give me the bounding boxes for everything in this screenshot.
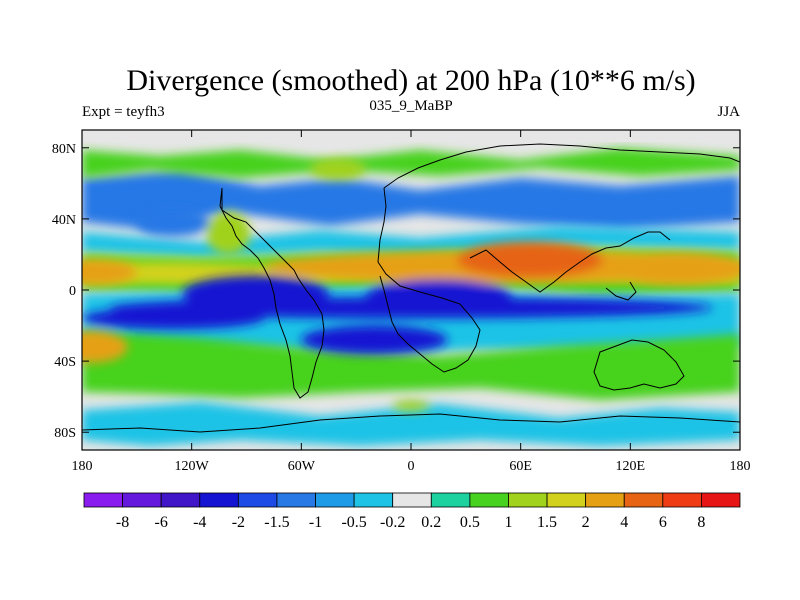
colorbar-label-3: -2 — [232, 514, 245, 531]
divergence-feature-7 — [182, 275, 329, 312]
chart-title: Divergence (smoothed) at 200 hPa (10**6 … — [126, 64, 695, 97]
coastlines — [82, 143, 740, 433]
divergence-feature-11 — [206, 211, 251, 255]
divergence-feature-3 — [602, 252, 740, 285]
coastline-americas — [219, 187, 325, 399]
subtitle-center: 035_9_MaBP — [369, 98, 452, 114]
colorbar-label-11: 1.5 — [537, 514, 557, 531]
colorbar-label-7: -0.2 — [380, 514, 405, 531]
x-tick-label-3: 0 — [408, 459, 415, 474]
y-tick-label-4: 80S — [54, 426, 76, 441]
colorbar-swatch-14 — [623, 492, 664, 508]
colorbar-swatch-8 — [392, 492, 432, 508]
x-tick-label-5: 120E — [616, 459, 646, 474]
y-axis: 80N 40N 0 40S 80S — [52, 142, 740, 441]
x-tick-label-1: 120W — [175, 459, 210, 474]
colorbar-label-4: -1.5 — [264, 514, 289, 531]
coastline-antarctica — [82, 413, 740, 433]
x-tick-label-0: 180 — [72, 459, 93, 474]
band-north-positive — [82, 148, 740, 178]
colorbar-label-0: -8 — [116, 514, 129, 531]
divergence-feature-12 — [310, 158, 366, 180]
band-sh-cyan — [82, 402, 740, 446]
colorbar-label-10: 1 — [504, 514, 512, 531]
divergence-feature-4 — [82, 330, 128, 363]
y-tick-label-3: 40S — [54, 355, 76, 370]
divergence-feature-10 — [136, 208, 210, 237]
colorbar-swatch-6 — [315, 492, 355, 508]
colorbar-label-5: -1 — [309, 514, 322, 531]
band-tropics-upper-positive — [82, 226, 740, 258]
colorbar-swatch-10 — [469, 492, 509, 508]
colorbar-swatch-5 — [276, 492, 316, 508]
divergence-feature-13 — [392, 400, 430, 411]
colorbar-swatch-7 — [353, 492, 394, 508]
colorbar — [83, 492, 741, 508]
colorbar-label-1: -6 — [155, 514, 168, 531]
colorbar-swatch-13 — [585, 492, 625, 508]
y-tick-label-1: 40N — [52, 213, 76, 228]
colorbar-label-14: 6 — [659, 514, 667, 531]
subtitle-right: JJA — [717, 104, 740, 120]
coastline-australia — [593, 339, 685, 391]
colorbar-swatch-2 — [160, 492, 201, 508]
x-tick-label-2: 60W — [288, 459, 316, 474]
colorbar-swatch-9 — [430, 492, 471, 508]
colorbar-swatch-15 — [662, 492, 702, 508]
band-sh-green — [82, 330, 740, 400]
x-tick-label-4: 60E — [509, 459, 532, 474]
divergence-feature-2 — [82, 259, 137, 285]
coastline-eurasia-africa — [377, 143, 740, 373]
x-tick-label-6: 180 — [730, 459, 751, 474]
colorbar-swatch-11 — [508, 492, 548, 508]
map-plot-area — [82, 130, 740, 450]
y-tick-label-2: 0 — [69, 284, 76, 299]
colorbar-label-6: -0.5 — [341, 514, 366, 531]
colorbar-swatch-0 — [83, 492, 123, 508]
colorbar-label-9: 0.5 — [460, 514, 480, 531]
colorbar-label-2: -4 — [193, 514, 206, 531]
y-tick-label-0: 80N — [52, 142, 76, 157]
colorbar-swatch-1 — [122, 492, 162, 508]
colorbar-label-13: 4 — [620, 514, 628, 531]
colorbar-swatch-4 — [237, 492, 278, 508]
colorbar-label-8: 0.2 — [421, 514, 441, 531]
features-layer — [82, 158, 740, 411]
subtitle-left: Expt = teyfh3 — [82, 104, 165, 120]
x-axis: 180 120W 60W 0 60E 120E 180 — [72, 130, 751, 474]
colorbar-swatch-12 — [546, 492, 587, 508]
divergence-feature-9 — [82, 307, 265, 330]
divergence-feature-1 — [456, 242, 603, 278]
colorbar-labels: -8 -6 -4 -2 -1.5 -1 -0.5 -0.2 0.2 0.5 1 1.5 2 4 6 8 — [116, 514, 705, 531]
band-nh-midlat-positive — [82, 170, 740, 230]
colorbar-swatch-3 — [199, 492, 239, 508]
colorbar-swatch-16 — [701, 492, 741, 508]
colorbar-label-12: 2 — [582, 514, 590, 531]
colorbar-label-15: 8 — [697, 514, 705, 531]
